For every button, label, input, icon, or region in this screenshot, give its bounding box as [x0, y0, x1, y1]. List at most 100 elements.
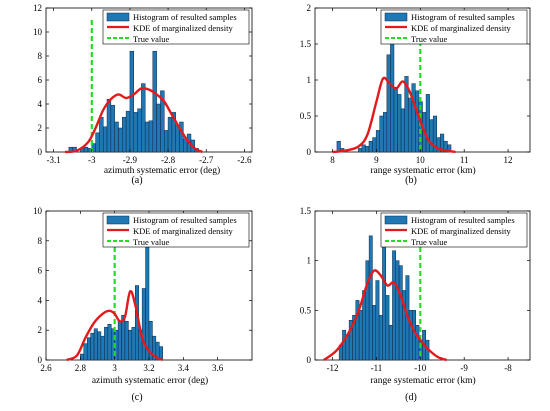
legend-label: True value: [411, 34, 448, 44]
histogram-bar: [358, 148, 363, 153]
kde-curve: [332, 76, 456, 154]
x-tick-label: -2.7: [199, 155, 214, 165]
y-tick-label: 6: [38, 266, 43, 276]
x-tick-label: 10: [416, 155, 426, 165]
y-tick-label: 2: [38, 123, 43, 133]
histogram-bar: [372, 137, 377, 153]
histogram-bar: [429, 119, 434, 153]
x-tick-label: 8: [330, 155, 335, 165]
histogram-bar: [106, 98, 112, 153]
legend-swatch-histogram: [384, 12, 408, 22]
x-axis-label: azimuth systematic error (deg): [92, 375, 208, 386]
y-tick-label: 10: [33, 206, 43, 216]
x-tick-label: 9: [374, 155, 379, 165]
histogram-bar: [415, 324, 420, 361]
y-tick-label: 2: [38, 325, 43, 335]
histogram-bar: [375, 130, 380, 153]
histogram-bar: [368, 235, 373, 361]
y-tick-label: 1: [307, 75, 312, 85]
y-tick-label: 4: [38, 295, 43, 305]
histogram-bar: [102, 126, 108, 153]
y-tick-label: 8: [38, 51, 43, 61]
histogram-bar: [128, 329, 133, 361]
histogram-bar: [144, 121, 150, 153]
x-tick-label: -2.6: [237, 155, 252, 165]
chart-panel-3: 2.6 2.8 3 3.2 3.4 3.6 0 2 4 6 8 10 azimuth systemati…: [33, 206, 253, 403]
y-tick-label: 2: [307, 3, 312, 13]
y-tick-label: 1.5: [300, 39, 312, 49]
y-tick-label: 10: [33, 27, 43, 37]
histogram-bar: [342, 329, 347, 361]
histogram-bar: [385, 295, 390, 361]
histogram-bar: [83, 343, 88, 361]
histogram-bar: [125, 110, 131, 153]
histogram-bar: [152, 50, 157, 153]
kde-curve: [323, 269, 448, 362]
histogram-bar: [398, 265, 403, 361]
x-tick-label: 3.2: [143, 363, 154, 373]
legend-swatch-histogram: [106, 12, 130, 22]
x-tick-label: -8: [504, 363, 512, 373]
y-tick-label: 12: [33, 3, 42, 13]
histogram-bar: [141, 288, 146, 361]
histogram-bar: [365, 260, 370, 361]
x-tick-label: -11: [371, 363, 383, 373]
histogram-bar: [117, 321, 122, 361]
histogram-bar: [379, 115, 384, 153]
histogram-bar: [122, 116, 127, 153]
histogram-bar: [179, 121, 184, 153]
x-tick-label: 12: [504, 155, 513, 165]
panel-label: (b): [405, 175, 417, 186]
histogram-bar: [175, 125, 180, 153]
histogram-bar: [432, 115, 438, 153]
histogram-bar: [129, 50, 134, 153]
panel-label: (d): [405, 392, 417, 403]
legend-label: KDE of marginalized density: [133, 23, 233, 33]
kde-curve: [66, 289, 164, 362]
y-tick-label: 0.5: [300, 305, 312, 315]
histogram-bar: [397, 94, 402, 153]
histogram-bar: [97, 331, 102, 361]
y-tick-label: 4: [38, 99, 43, 109]
legend-label: KDE of marginalized density: [411, 226, 511, 236]
x-tick-label: -3.1: [47, 155, 61, 165]
histogram-bar: [104, 326, 109, 361]
y-tick-label: 6: [38, 75, 43, 85]
y-tick-label: 0.5: [300, 111, 312, 121]
histogram-bar: [408, 310, 413, 361]
legend-label: KDE of marginalized density: [133, 226, 233, 236]
histogram-bar: [378, 315, 383, 361]
legend-swatch-histogram: [106, 215, 130, 225]
x-axis-label: range systematic error (km): [370, 375, 475, 386]
histogram-bar: [392, 250, 397, 361]
x-tick-label: -10: [414, 363, 426, 373]
histogram-bar: [361, 144, 366, 153]
histogram-bar: [393, 86, 398, 153]
histogram-bar: [110, 104, 115, 153]
x-tick-label: 11: [460, 155, 469, 165]
x-tick-label: -2.9: [123, 155, 138, 165]
histogram-bar: [425, 94, 430, 153]
histogram-bar: [99, 116, 104, 153]
x-tick-label: -9: [460, 363, 468, 373]
histogram-bar: [412, 310, 417, 361]
histogram-bar: [118, 127, 123, 153]
x-tick-label: 3.4: [178, 363, 190, 373]
x-axis-label: azimuth systematic error (deg): [104, 165, 220, 176]
kde-curve: [64, 86, 203, 154]
histogram-bar: [156, 103, 161, 153]
y-tick-label: 0: [38, 355, 43, 365]
panel-label: (a): [131, 175, 142, 186]
legend-label: Histogram of resulted samples: [411, 12, 515, 22]
y-tick-label: 1.5: [300, 206, 312, 216]
histogram-bar: [80, 353, 85, 361]
legend-label: Histogram of resulted samples: [133, 215, 237, 225]
panel-label: (c): [131, 392, 142, 403]
chart-panel-2: 8 9 10 11 12 0 0.5 1 1.5 2 range systematic error …: [300, 3, 531, 186]
y-tick-label: 0: [307, 355, 312, 365]
legend-label: True value: [133, 34, 170, 44]
histogram-bar: [133, 112, 138, 153]
